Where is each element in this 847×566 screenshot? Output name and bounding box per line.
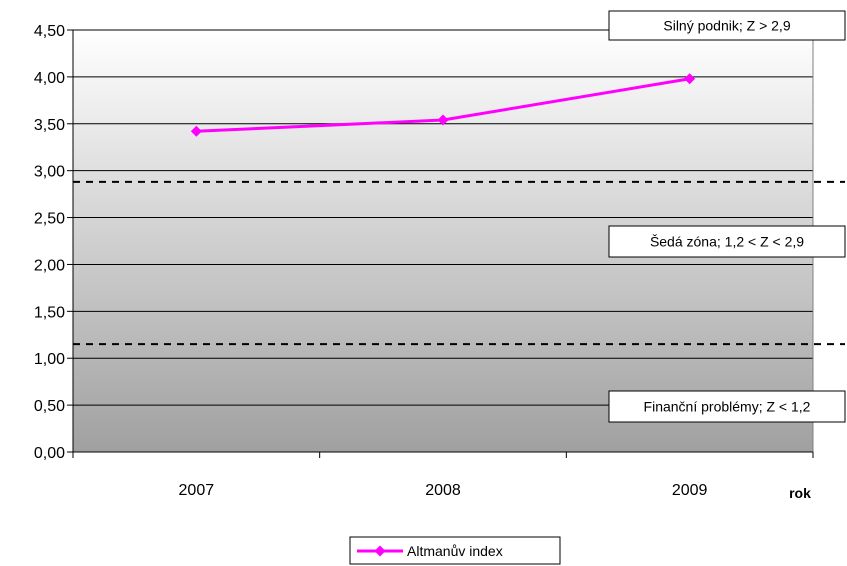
data-point: [684, 73, 696, 85]
legend-label: Altmanův index: [407, 543, 503, 559]
zone-label: Silný podnik; Z > 2,9: [663, 18, 790, 34]
x-tick-label: 2008: [425, 482, 461, 499]
y-tick-label: 2,00: [34, 257, 65, 274]
data-point: [437, 114, 449, 126]
y-tick-label: 1,00: [34, 351, 65, 368]
zone-label: Šedá zóna; 1,2 < Z < 2,9: [650, 234, 804, 250]
x-tick-label: 2007: [179, 482, 215, 499]
x-axis: 2007 2008 2009: [72, 451, 814, 499]
y-tick-label: 3,50: [34, 117, 65, 134]
zone-box: [608, 10, 846, 41]
zone-box: [608, 390, 846, 423]
zone-annotations: Silný podnik; Z > 2,9 Šedá zóna; 1,2 < Z …: [608, 10, 846, 423]
data-point: [190, 125, 202, 137]
y-tick-label: 4,50: [34, 23, 65, 40]
y-tick-label: 0,50: [34, 398, 65, 415]
y-tick-label: 3,00: [34, 164, 65, 181]
y-tick-label: 2,50: [34, 211, 65, 228]
y-tick-label: 1,50: [34, 304, 65, 321]
zone-box: [608, 225, 846, 258]
series-group: [190, 73, 696, 137]
legend: Altmanův index: [349, 536, 561, 565]
y-tick-label: 0,00: [34, 445, 65, 462]
x-axis-title: rok: [789, 485, 811, 501]
threshold-lines: [73, 180, 845, 346]
legend-marker: [374, 545, 386, 557]
x-tick-label: 2009: [672, 482, 708, 499]
zone-label: Finanční problémy; Z < 1,2: [644, 399, 811, 415]
y-tick-label: 4,00: [34, 70, 65, 87]
y-axis: 0,00 0,50 1,00 1,50 2,00 2,50 3,00 3,50 4,00 4,50: [34, 23, 814, 462]
